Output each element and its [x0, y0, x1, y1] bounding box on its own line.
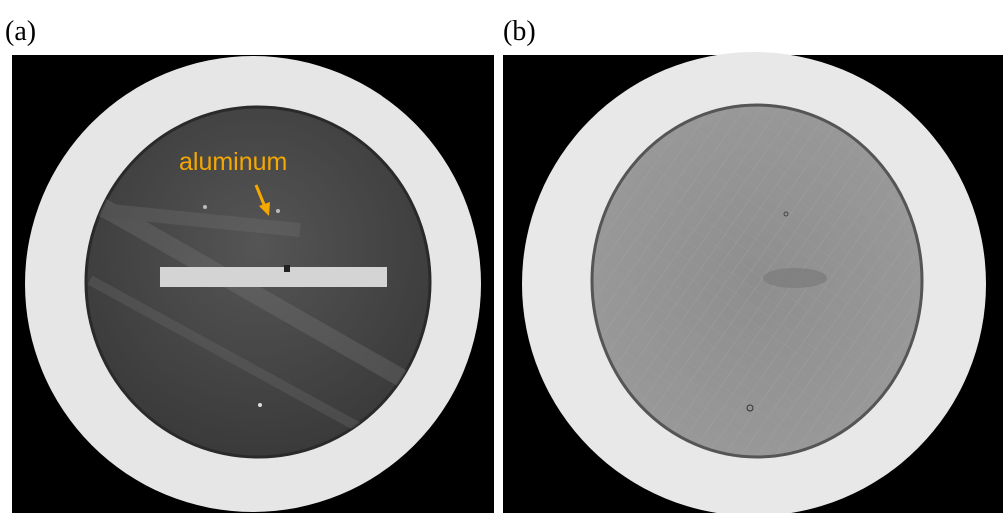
panel-a-image: [12, 55, 494, 513]
panel-b-image: [503, 52, 1003, 513]
figure: (a) (b) aluminum: [0, 0, 1003, 513]
annotation: aluminum: [179, 148, 287, 176]
panel-label: (a): [5, 16, 36, 47]
page: (a) (b) aluminum (() => { const data = J…: [0, 0, 1003, 513]
panel-label: (b): [503, 16, 536, 47]
